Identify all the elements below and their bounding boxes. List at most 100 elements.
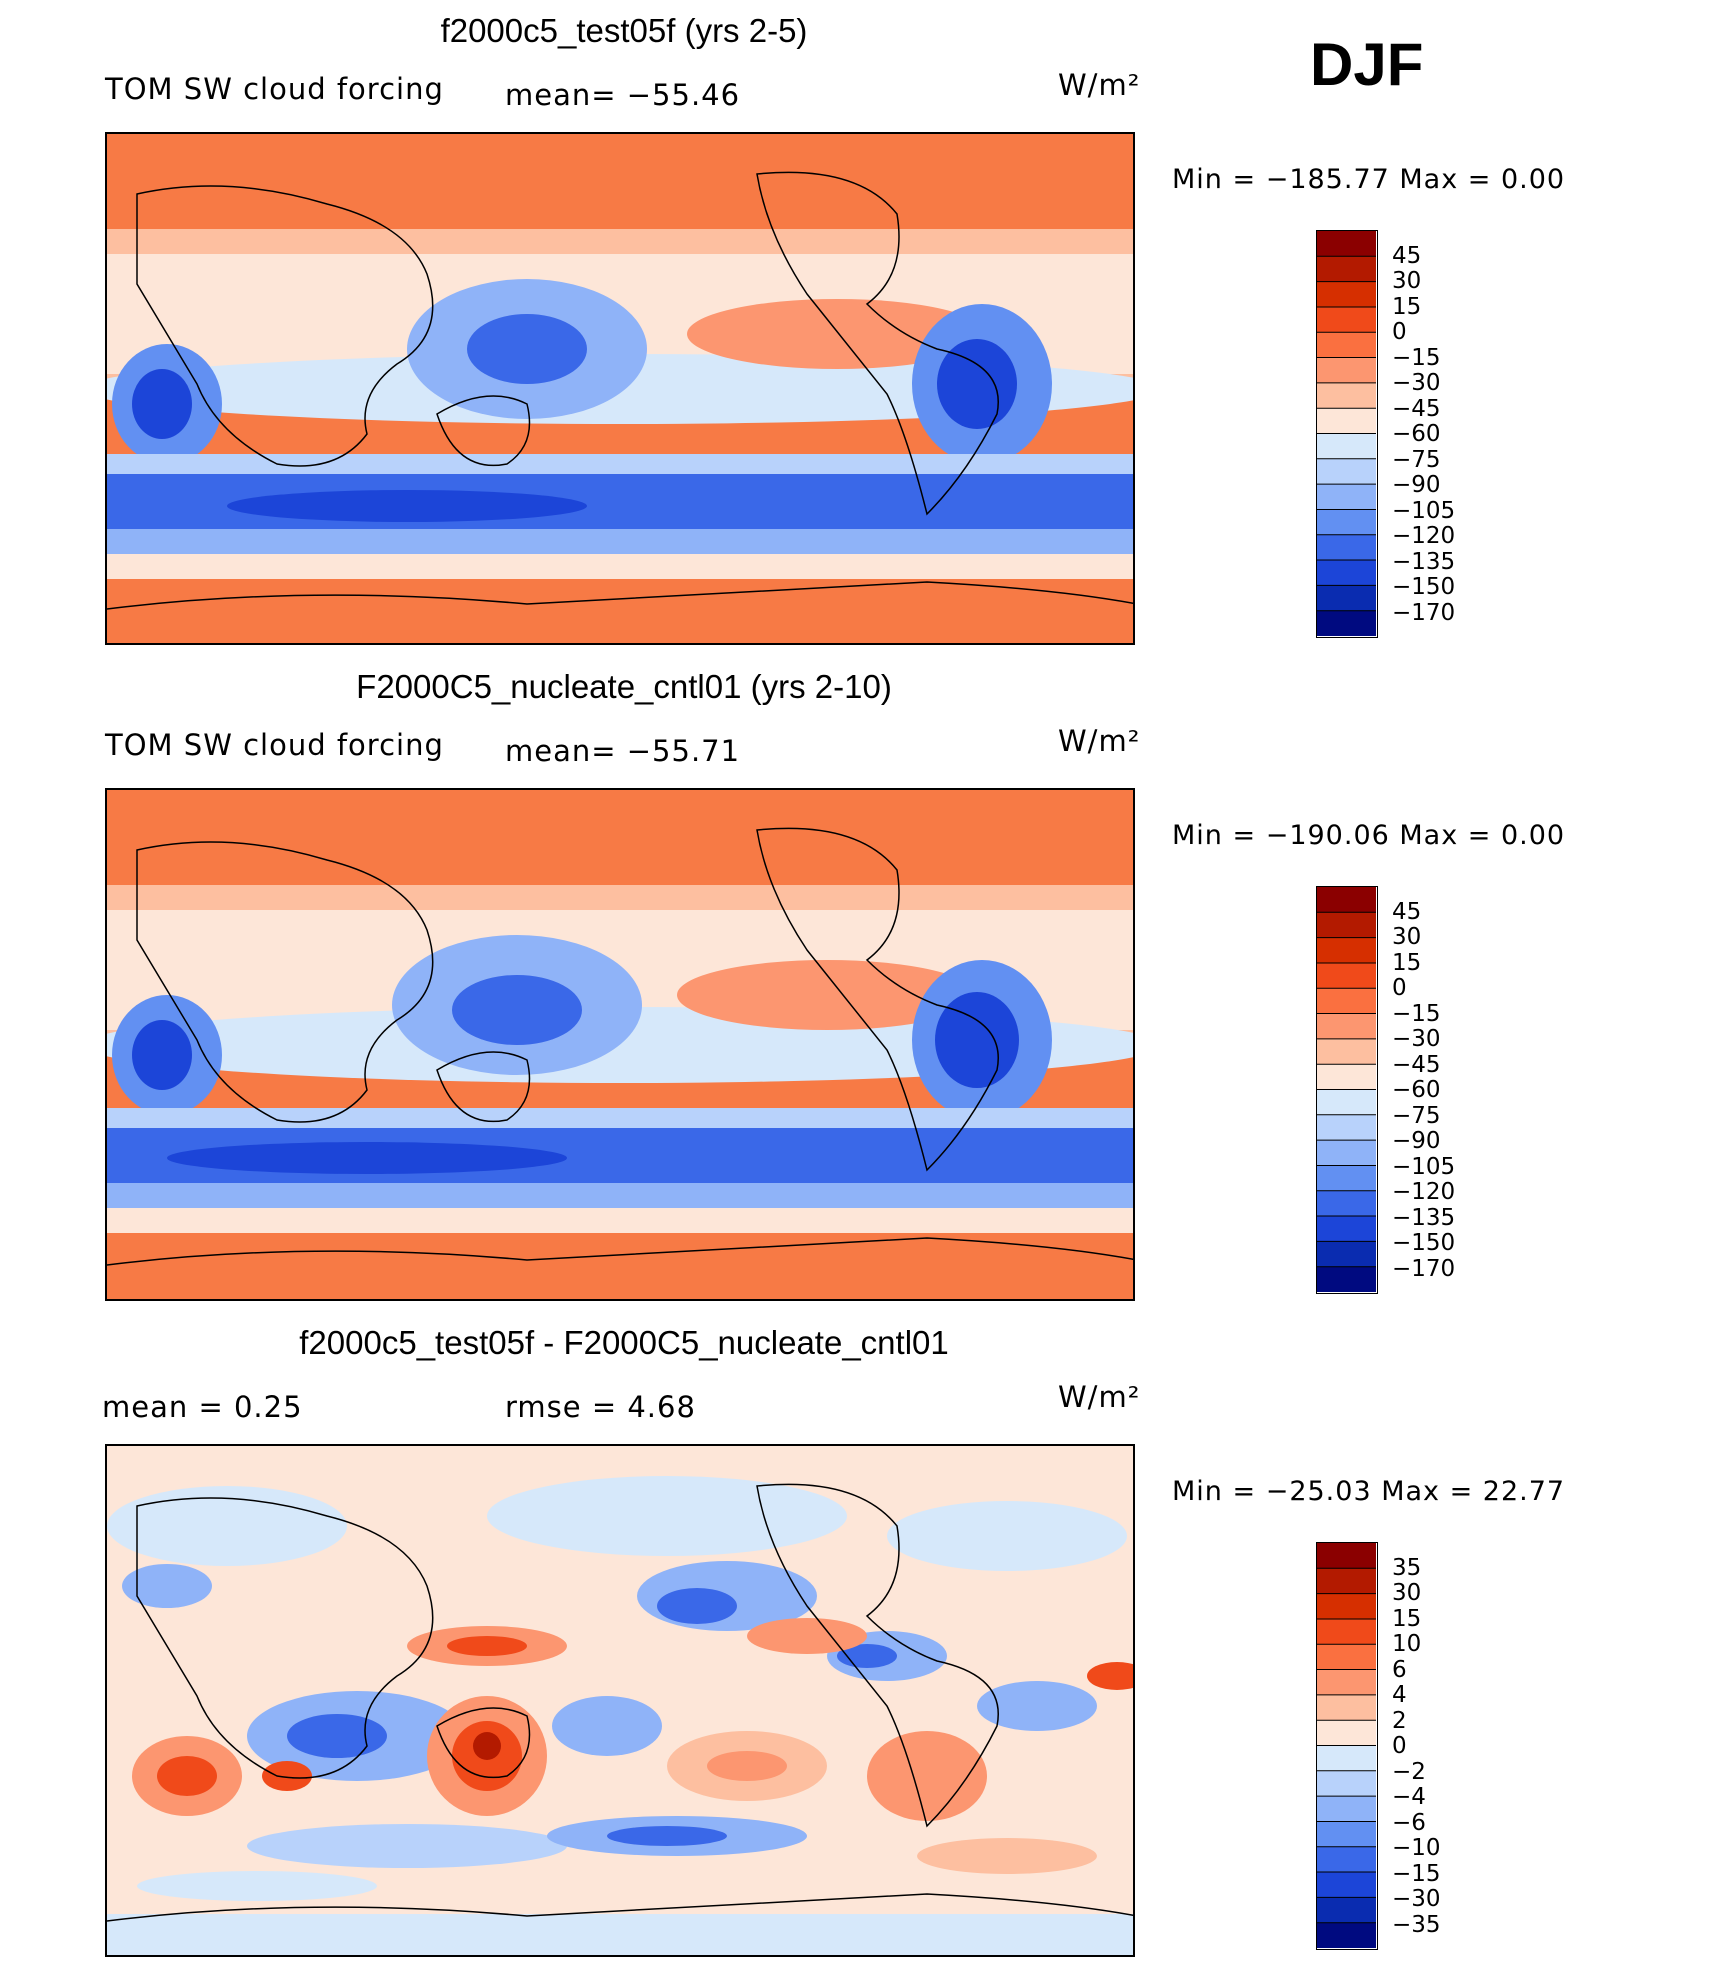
panel3-colorbar-svg (1317, 1543, 1376, 1948)
colorbar-segment (1317, 1568, 1376, 1595)
p2-so-core (167, 1142, 567, 1174)
colorbar-segment (1317, 1543, 1376, 1569)
colorbar-segment (1317, 1720, 1376, 1746)
colorbar-tick-label: 45 (1392, 898, 1422, 925)
colorbar-segment (1317, 988, 1376, 1015)
panel3-title: f2000c5_test05f - F2000C5_nucleate_cntl0… (299, 1324, 949, 1361)
panel2-map-svg (107, 790, 1133, 1299)
colorbar-segment (1317, 458, 1376, 485)
colorbar-segment (1317, 1618, 1376, 1645)
colorbar-tick-label: −15 (1392, 1000, 1441, 1027)
colorbar-tick-label: 15 (1392, 1605, 1422, 1632)
panel1-minmax: Min = −185.77 Max = 0.00 (1172, 164, 1566, 195)
colorbar-segment (1317, 408, 1376, 434)
colorbar-segment (1317, 1593, 1376, 1620)
colorbar-tick-label: 15 (1392, 293, 1422, 320)
colorbar-tick-label: −6 (1392, 1809, 1426, 1836)
colorbar-segment (1317, 509, 1376, 536)
p1-antarctic-edge (107, 554, 1133, 579)
panel2-title: F2000C5_nucleate_cntl01 (yrs 2-10) (356, 668, 892, 705)
panel3-minmax: Min = −25.03 Max = 22.77 (1172, 1476, 1566, 1507)
colorbar-tick-label: 45 (1392, 242, 1422, 269)
colorbar-tick-label: −15 (1392, 344, 1441, 371)
colorbar-tick-label: −60 (1392, 421, 1441, 447)
p2-coast-americas (756, 827, 999, 1172)
colorbar-segment (1317, 1796, 1376, 1822)
p2-antarctica (107, 1233, 1133, 1299)
colorbar-segment (1317, 887, 1376, 913)
p3-coast-americas (756, 1483, 999, 1828)
p1-coast-eurasia-africa (136, 185, 434, 467)
colorbar-segment (1317, 585, 1376, 612)
p2-coast-eurasia-africa (136, 841, 434, 1123)
p1-coast-australia (436, 395, 531, 467)
colorbar-segment (1317, 1694, 1376, 1721)
panel1-map (105, 132, 1135, 645)
colorbar-tick-label: −75 (1392, 1102, 1441, 1129)
panel2-variable-label: TOM SW cloud forcing (105, 728, 444, 762)
colorbar-segment (1317, 306, 1376, 333)
p2-amazon-core (935, 992, 1019, 1088)
p1-antarctica (107, 579, 1133, 643)
panel1-colorbar (1316, 230, 1378, 638)
colorbar-tick-label: −30 (1392, 1026, 1441, 1052)
p3-coast-eurasia-africa (136, 1497, 434, 1779)
p2-coast-antarctica (107, 1237, 1133, 1266)
panel3-colorbar (1316, 1542, 1378, 1950)
colorbar-segment (1317, 357, 1376, 384)
panel1-title: f2000c5_test05f (yrs 2-5) (440, 12, 808, 49)
p1-coast-americas (756, 171, 999, 516)
p1-pacific-stratocu (687, 299, 987, 369)
p3-coast-antarctica (107, 1893, 1133, 1922)
season-label: DJF (1310, 31, 1424, 98)
colorbar-segment (1317, 560, 1376, 586)
colorbar-segment (1317, 1745, 1376, 1772)
colorbar-segment (1317, 937, 1376, 964)
colorbar-tick-label: 4 (1392, 1682, 1407, 1708)
colorbar-tick-label: 0 (1392, 975, 1407, 1001)
colorbar-segment (1317, 610, 1376, 636)
colorbar-tick-label: 30 (1392, 1580, 1422, 1606)
colorbar-segment (1317, 1038, 1376, 1065)
colorbar-segment (1317, 962, 1376, 989)
colorbar-tick-label: −30 (1392, 1886, 1441, 1912)
panel1-map-svg (107, 134, 1133, 643)
colorbar-tick-label: −135 (1392, 1204, 1456, 1231)
colorbar-segment (1317, 1922, 1376, 1948)
p3-coast-australia (436, 1707, 531, 1779)
p1-amazon-core (937, 339, 1017, 429)
colorbar-segment (1317, 534, 1376, 561)
colorbar-segment (1317, 1089, 1376, 1116)
colorbar-segment (1317, 1669, 1376, 1696)
colorbar-tick-label: 0 (1392, 1733, 1407, 1759)
colorbar-tick-label: −120 (1392, 1179, 1456, 1205)
panel2-colorbar-svg (1317, 887, 1376, 1292)
colorbar-tick-label: −45 (1392, 1051, 1441, 1078)
colorbar-tick-label: −90 (1392, 1128, 1441, 1154)
colorbar-tick-label: 2 (1392, 1707, 1407, 1734)
colorbar-tick-label: 30 (1392, 268, 1422, 294)
p1-coast-antarctica (107, 581, 1133, 610)
colorbar-tick-label: −105 (1392, 497, 1456, 524)
colorbar-tick-label: −150 (1392, 574, 1456, 600)
colorbar-segment (1317, 1216, 1376, 1242)
panel3-units: W/m² (1058, 1380, 1141, 1414)
colorbar-segment (1317, 231, 1376, 257)
p2-africa-core (132, 1020, 192, 1090)
panel2-mean-label: mean= −55.71 (505, 734, 741, 768)
p1-maritime-core (467, 314, 587, 384)
colorbar-segment (1317, 1897, 1376, 1924)
colorbar-tick-label: −135 (1392, 548, 1456, 575)
colorbar-tick-label: −4 (1392, 1784, 1426, 1810)
p1-africa-core (132, 369, 192, 439)
colorbar-segment (1317, 256, 1376, 283)
colorbar-segment (1317, 1064, 1376, 1090)
p2-pacific-stratocu (677, 960, 977, 1030)
colorbar-segment (1317, 1770, 1376, 1797)
colorbar-segment (1317, 1266, 1376, 1292)
colorbar-tick-label: −170 (1392, 1255, 1456, 1282)
panel1-mean-label: mean= −55.46 (505, 78, 741, 112)
panel2-map (105, 788, 1135, 1301)
panel3-map-svg (107, 1446, 1133, 1955)
panel3-rmse-label: rmse = 4.68 (505, 1390, 696, 1424)
